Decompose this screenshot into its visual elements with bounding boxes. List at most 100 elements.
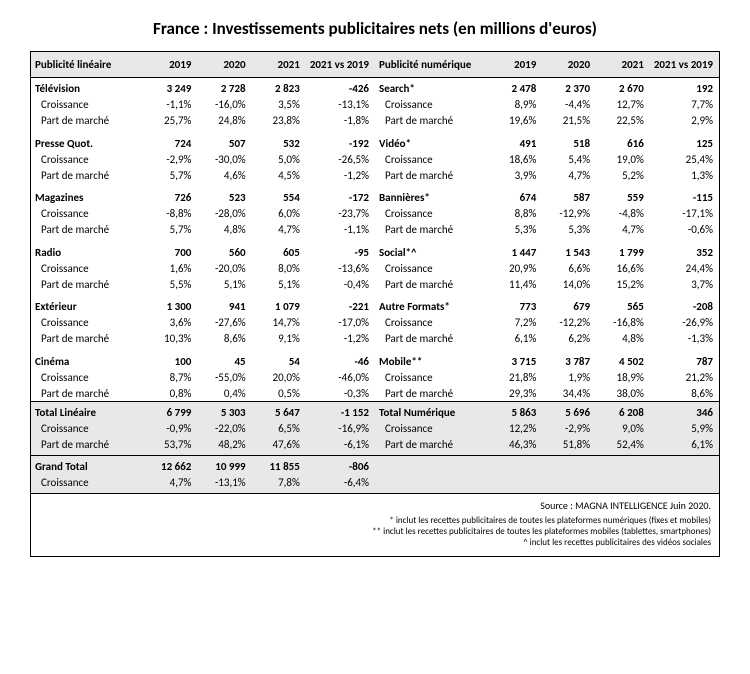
cell: -806 bbox=[306, 456, 375, 475]
cell: 3 715 bbox=[489, 347, 542, 370]
cell: 2 370 bbox=[542, 78, 596, 97]
category-row: Presse Quot.724507532-192 bbox=[31, 129, 375, 152]
growth-row: Croissance-2,9%-30,0%5,0%-26,5% bbox=[31, 151, 375, 167]
row-label: Croissance bbox=[375, 97, 489, 113]
cell: 29,3% bbox=[489, 385, 542, 402]
cell: 6,1% bbox=[489, 331, 542, 347]
cell: -30,0% bbox=[197, 151, 251, 167]
cell: 38,0% bbox=[596, 385, 650, 402]
cell: 0,5% bbox=[252, 385, 306, 402]
cell: 125 bbox=[650, 129, 719, 152]
row-label: Social*^ bbox=[375, 238, 489, 261]
cell: 9,1% bbox=[252, 331, 306, 347]
cell: -1,2% bbox=[306, 331, 375, 347]
col-digital-label: Publicité numérique bbox=[375, 52, 489, 78]
share-label: Part de marché bbox=[375, 437, 489, 456]
cell: 3,7% bbox=[650, 276, 719, 292]
digital-table: Publicité numérique 2019 2020 2021 2021 … bbox=[375, 52, 719, 493]
cell: 6 208 bbox=[596, 402, 650, 421]
col-2021: 2021 bbox=[252, 52, 306, 78]
data-table: Publicité linéaire 2019 2020 2021 2021 v… bbox=[30, 51, 720, 557]
row-label: Bannières* bbox=[375, 183, 489, 206]
cell: 3 787 bbox=[542, 347, 596, 370]
cell: 0,8% bbox=[143, 385, 197, 402]
cell: 1 543 bbox=[542, 238, 596, 261]
grand-total-row: Grand Total 12 662 10 999 11 855 -806 bbox=[31, 456, 375, 475]
cell: 3,9% bbox=[489, 167, 542, 183]
cell: -22,0% bbox=[197, 421, 251, 437]
cell: 5,4% bbox=[542, 151, 596, 167]
cell: 5,0% bbox=[252, 151, 306, 167]
share-row: Part de marché19,6%21,5%22,5%2,9% bbox=[375, 113, 719, 129]
digital-column: Publicité numérique 2019 2020 2021 2021 … bbox=[375, 52, 720, 494]
cell: -16,9% bbox=[306, 421, 375, 437]
cell: 0,4% bbox=[197, 385, 251, 402]
cell: 4,7% bbox=[143, 475, 197, 494]
cell: 12,2% bbox=[489, 421, 542, 437]
cell: -46 bbox=[306, 347, 375, 370]
category-row: Bannières*674587559-115 bbox=[375, 183, 719, 206]
cell: 5 696 bbox=[542, 402, 596, 421]
row-label: Autre Formats* bbox=[375, 292, 489, 315]
cell: 587 bbox=[542, 183, 596, 206]
cell: 15,2% bbox=[596, 276, 650, 292]
share-row: Part de marché11,4%14,0%15,2%3,7% bbox=[375, 276, 719, 292]
row-label: Part de marché bbox=[31, 331, 143, 347]
cell: 1 447 bbox=[489, 238, 542, 261]
grand-total-blank-sub bbox=[375, 475, 719, 494]
cell: -12,2% bbox=[542, 315, 596, 331]
growth-row: Croissance8,7%-55,0%20,0%-46,0% bbox=[31, 369, 375, 385]
cell: -26,5% bbox=[306, 151, 375, 167]
col-2021: 2021 bbox=[596, 52, 650, 78]
cell: 4,7% bbox=[542, 167, 596, 183]
cell: -16,0% bbox=[197, 97, 251, 113]
cell: -95 bbox=[306, 238, 375, 261]
cell: 5,1% bbox=[197, 276, 251, 292]
cell: -17,1% bbox=[650, 206, 719, 222]
row-label: Part de marché bbox=[375, 113, 489, 129]
cell: -16,8% bbox=[596, 315, 650, 331]
row-label: Croissance bbox=[375, 206, 489, 222]
share-row: Part de marché0,8%0,4%0,5%-0,3% bbox=[31, 385, 375, 402]
row-label: Vidéo* bbox=[375, 129, 489, 152]
cell: 4,7% bbox=[252, 222, 306, 238]
cell: -28,0% bbox=[197, 206, 251, 222]
cell: 16,6% bbox=[596, 260, 650, 276]
cell: 24,8% bbox=[197, 113, 251, 129]
cell: -13,1% bbox=[306, 97, 375, 113]
cell: 6,2% bbox=[542, 331, 596, 347]
cell: 5,3% bbox=[489, 222, 542, 238]
row-label: Croissance bbox=[31, 369, 143, 385]
cell: 1 300 bbox=[143, 292, 197, 315]
grand-total-growth: Croissance 4,7% -13,1% 7,8% -6,4% bbox=[31, 475, 375, 494]
growth-label: Croissance bbox=[31, 475, 143, 494]
cell: 674 bbox=[489, 183, 542, 206]
row-label: Presse Quot. bbox=[31, 129, 143, 152]
row-label: Part de marché bbox=[31, 167, 143, 183]
cell: 20,9% bbox=[489, 260, 542, 276]
category-row: Télévision3 2492 7282 823-426 bbox=[31, 78, 375, 97]
cell: 6,5% bbox=[252, 421, 306, 437]
growth-row: Croissance-8,8%-28,0%6,0%-23,7% bbox=[31, 206, 375, 222]
row-label: Cinéma bbox=[31, 347, 143, 370]
share-row: Part de marché5,7%4,6%4,5%-1,2% bbox=[31, 167, 375, 183]
linear-table: Publicité linéaire 2019 2020 2021 2021 v… bbox=[31, 52, 375, 493]
cell: -0,6% bbox=[650, 222, 719, 238]
cell: 18,6% bbox=[489, 151, 542, 167]
cell: 941 bbox=[197, 292, 251, 315]
linear-total-label: Total Linéaire bbox=[31, 402, 143, 421]
cell: 11,4% bbox=[489, 276, 542, 292]
linear-total-row: Total Linéaire 6 799 5 303 5 647 -1 152 bbox=[31, 402, 375, 421]
cell: 12,7% bbox=[596, 97, 650, 113]
cell: -1,1% bbox=[143, 97, 197, 113]
growth-label: Croissance bbox=[375, 421, 489, 437]
cell: -4,4% bbox=[542, 97, 596, 113]
cell: 25,7% bbox=[143, 113, 197, 129]
cell: 7,7% bbox=[650, 97, 719, 113]
grand-total-blank bbox=[375, 456, 719, 475]
category-row: Extérieur1 3009411 079-221 bbox=[31, 292, 375, 315]
cell: 47,6% bbox=[252, 437, 306, 456]
cell: 5,7% bbox=[143, 222, 197, 238]
row-label: Part de marché bbox=[31, 113, 143, 129]
cell: 5 303 bbox=[197, 402, 251, 421]
